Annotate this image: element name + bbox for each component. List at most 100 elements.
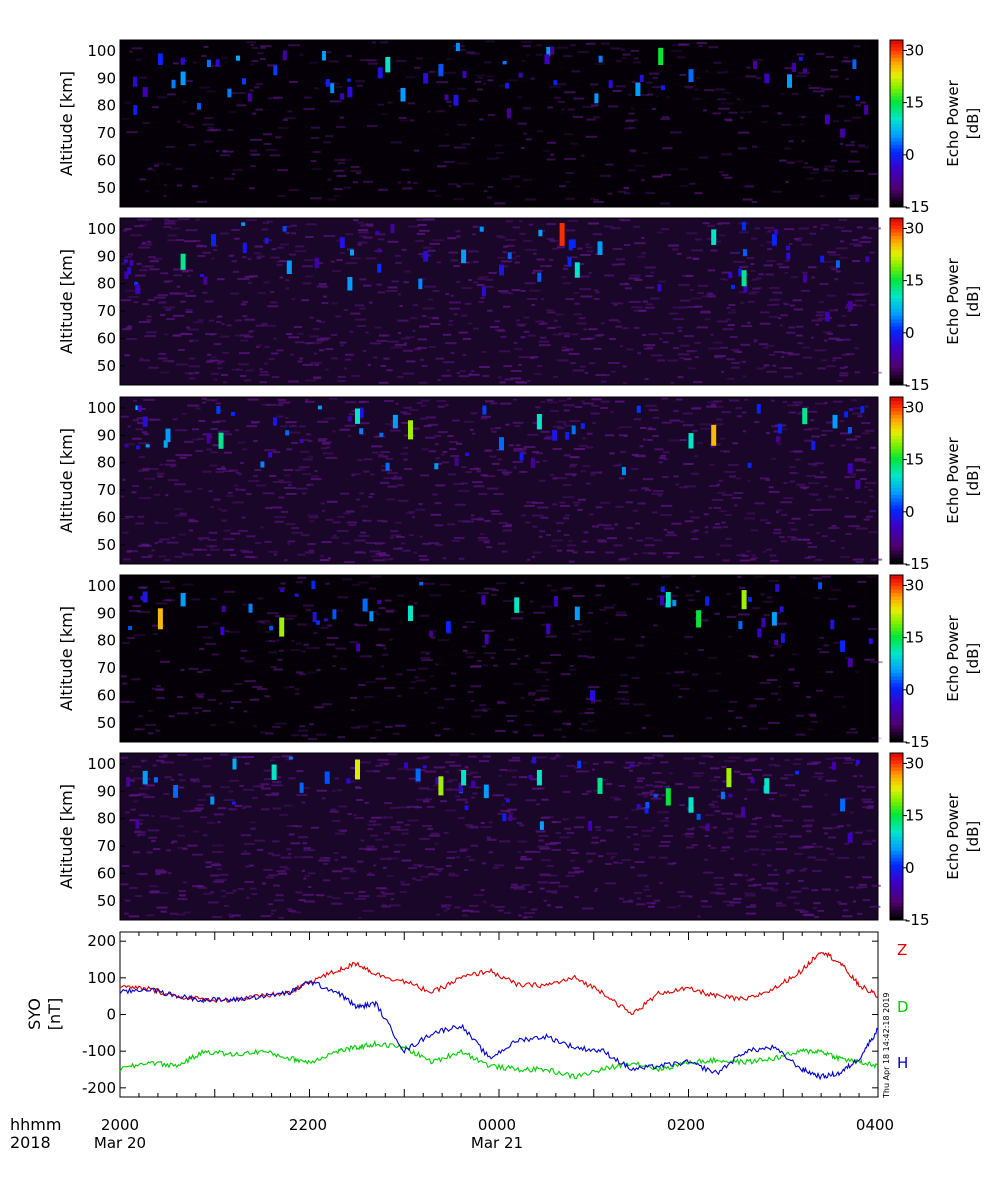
noise-cell [768,640,772,643]
echo-cell [390,223,395,234]
noise-cell [708,506,712,509]
echo-cell [830,619,835,630]
noise-cell [505,523,513,526]
colorbar-cell [890,301,903,306]
noise-cell [512,756,521,759]
colorbar-cell [890,456,903,461]
noise-cell [432,290,440,292]
noise-cell [668,552,680,555]
noise-cell [801,140,805,142]
noise-cell [190,779,195,782]
noise-cell [441,374,452,377]
noise-cell [636,903,646,906]
colorbar-cell [890,602,903,607]
noise-cell [591,836,599,839]
colorbar-cell [890,501,903,506]
noise-cell [659,455,663,458]
colorbar-cell [890,410,903,415]
noise-cell [290,224,297,227]
noise-cell [250,138,262,141]
noise-cell [497,909,504,912]
noise-cell [820,508,833,511]
echo-cell [588,820,593,831]
echo-event-11 [597,241,603,255]
noise-cell [866,515,873,518]
noise-cell [305,223,317,226]
colorbar-cell [890,109,903,114]
noise-cell [505,810,511,813]
noise-cell [798,227,810,230]
noise-cell [641,334,647,336]
colorbar-cell [890,609,903,614]
noise-cell [273,668,283,671]
echo-cell [134,281,139,286]
echo-cell [645,802,650,809]
noise-cell [211,399,215,402]
noise-cell [720,544,732,547]
noise-cell [598,540,608,543]
noise-cell [581,723,588,726]
noise-cell [498,236,507,239]
noise-cell [821,359,827,362]
noise-cell [504,649,516,651]
echo-cell [538,229,543,237]
noise-cell [365,331,369,334]
noise-cell [250,827,256,830]
noise-cell [706,405,717,408]
noise-cell [458,769,463,772]
noise-cell [761,105,769,108]
noise-cell [443,160,455,163]
noise-cell [336,789,343,792]
noise-cell [809,232,817,235]
noise-cell [759,477,770,480]
noise-cell [490,904,495,907]
noise-cell [682,670,690,673]
noise-cell [159,313,166,316]
noise-cell [841,170,849,173]
noise-cell [520,855,527,858]
noise-cell [529,289,541,292]
echo-event-0 [142,87,148,97]
noise-cell [307,671,317,674]
noise-cell [310,137,320,139]
noise-cell [813,597,820,600]
noise-cell [607,192,613,195]
noise-cell [201,397,207,400]
noise-cell [137,833,146,836]
noise-cell [532,551,542,554]
noise-cell [604,882,617,885]
colorbar-cell [890,43,903,48]
noise-cell [421,659,433,662]
noise-cell [357,459,363,462]
echo-cell [728,272,733,279]
noise-cell [486,546,493,549]
noise-cell [400,337,410,340]
noise-cell [128,794,140,797]
noise-cell [653,624,658,627]
noise-cell [559,505,570,507]
noise-cell [435,484,446,487]
noise-cell [396,821,404,824]
noise-cell [470,700,474,702]
noise-cell [660,118,670,121]
noise-cell [302,282,312,285]
noise-cell [766,596,773,599]
colorbar-cell [890,182,903,187]
colorbar-cell [890,46,903,51]
noise-cell [372,356,378,359]
noise-cell [700,310,711,313]
echo-cell [865,256,870,263]
noise-cell [644,378,649,381]
noise-cell [678,330,683,332]
colorbar-cell [890,308,903,313]
noise-cell [706,717,713,720]
noise-cell [720,450,727,453]
noise-cell [184,372,197,375]
noise-cell [662,341,669,344]
colorbar-cell [890,203,903,208]
noise-cell [272,451,281,454]
noise-cell [244,762,250,765]
noise-cell [218,315,223,318]
noise-cell [280,856,292,859]
noise-cell [431,832,440,835]
